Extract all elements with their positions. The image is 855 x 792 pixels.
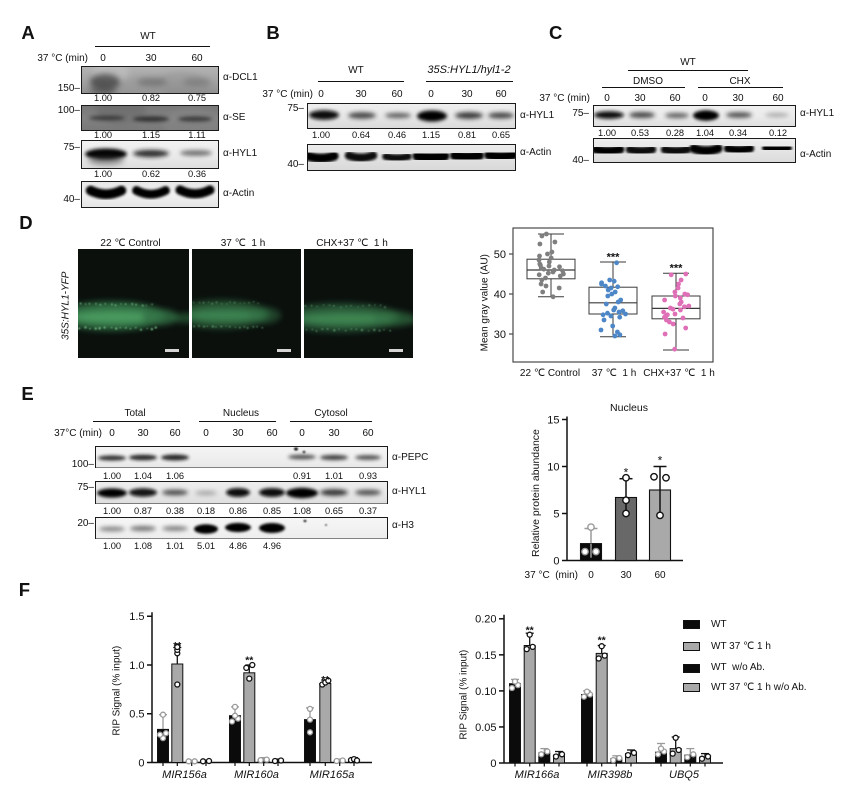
svg-text:40: 40 bbox=[494, 289, 506, 301]
svg-text:0.20: 0.20 bbox=[475, 614, 496, 626]
svg-text:**: ** bbox=[173, 640, 182, 652]
svg-text:0.05: 0.05 bbox=[475, 722, 496, 734]
svg-text:0: 0 bbox=[490, 758, 496, 770]
svg-text:**: ** bbox=[598, 634, 607, 646]
svg-text:10: 10 bbox=[547, 461, 559, 473]
svg-text:**: ** bbox=[321, 674, 330, 686]
svg-text:1.0: 1.0 bbox=[129, 660, 144, 672]
svg-text:30: 30 bbox=[494, 329, 506, 341]
svg-text:0.10: 0.10 bbox=[475, 686, 496, 698]
svg-text:0.5: 0.5 bbox=[129, 709, 144, 721]
svg-text:***: *** bbox=[607, 251, 621, 263]
svg-text:0.15: 0.15 bbox=[475, 650, 496, 662]
svg-text:***: *** bbox=[670, 263, 684, 275]
svg-text:*: * bbox=[624, 466, 629, 480]
svg-text:0: 0 bbox=[138, 757, 144, 769]
svg-text:15: 15 bbox=[547, 414, 559, 426]
svg-text:**: ** bbox=[526, 624, 535, 636]
svg-text:*: * bbox=[658, 454, 663, 468]
svg-text:1.5: 1.5 bbox=[129, 611, 144, 623]
svg-text:5: 5 bbox=[553, 508, 559, 520]
svg-text:50: 50 bbox=[494, 249, 506, 261]
svg-text:**: ** bbox=[245, 655, 254, 667]
svg-text:0: 0 bbox=[553, 555, 559, 567]
